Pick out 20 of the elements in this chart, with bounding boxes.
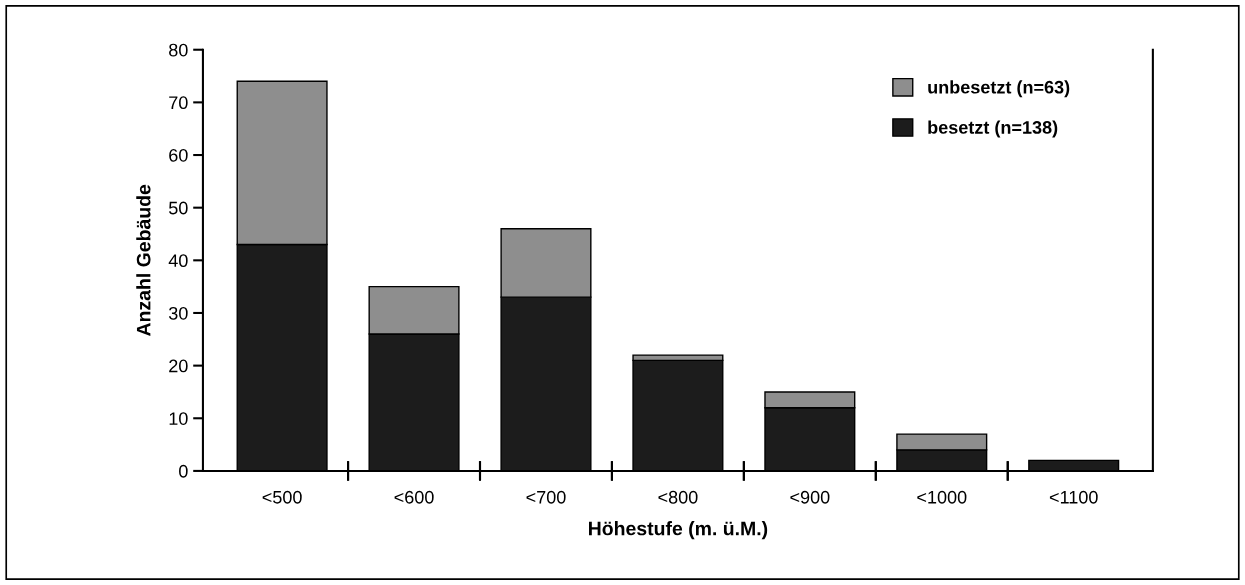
legend-label: besetzt (n=138) [928,120,1058,138]
x-tick-label: <1000 [917,490,967,504]
y-tick-label: 30 [168,306,188,320]
x-tick-label: <700 [526,490,566,504]
y-tick-label: 20 [169,359,188,373]
x-tick-label: <800 [658,490,698,504]
x-axis-title: Höhestufe (m. ü.M.) [589,521,768,540]
x-tick-label: <1100 [1049,490,1098,504]
y-tick-label: 70 [169,96,188,110]
y-tick-label: 60 [169,148,188,162]
legend-label: unbesetzt (n=63) [928,80,1070,98]
y-axis-title: Anzahl Gebäude [136,184,151,336]
y-tick-label: 80 [169,43,188,57]
x-tick-label: <500 [262,490,302,504]
x-tick-label: <900 [790,490,830,504]
y-tick-label: 50 [168,201,188,215]
y-tick-label: 10 [169,412,188,425]
y-tick-label: 0 [179,464,188,478]
x-tick-label: <600 [394,490,434,504]
y-tick-label: 40 [168,254,188,268]
